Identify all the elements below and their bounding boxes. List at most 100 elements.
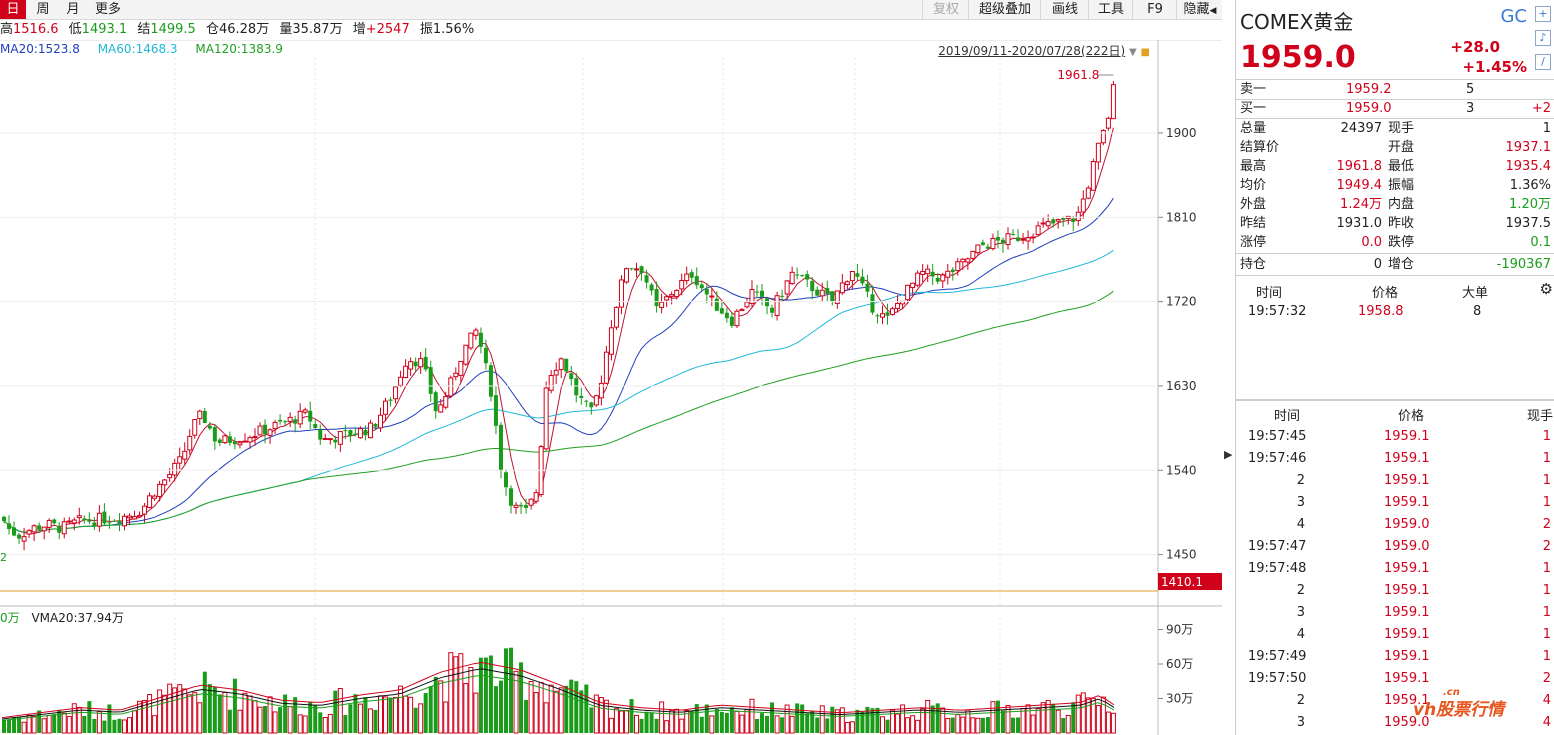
candle-body-down [729, 316, 734, 326]
candle-body-up [890, 308, 896, 315]
trade-size: 4 [1542, 715, 1551, 730]
trade-row: 19:57:47 1959.0 2 [1236, 536, 1554, 558]
draw-line-button[interactable]: 画线 [1040, 0, 1089, 19]
candle-body-up [327, 438, 333, 441]
adjust-button[interactable]: 复权 [922, 0, 969, 19]
volume-bar-down [373, 709, 378, 733]
candle-body-down [202, 410, 207, 424]
volume-bar-up [297, 714, 303, 734]
trades-time-header: 时间 [1274, 409, 1301, 424]
candle-body-down [318, 429, 323, 440]
volume-bar-up [533, 692, 539, 734]
trade-price: 1959.1 [1384, 473, 1430, 488]
oi-row: 持仓 0 增仓 -190367 [1236, 255, 1554, 274]
volume-bar-up [674, 708, 680, 734]
stat-label: 最高 [1240, 159, 1267, 174]
trade-time: 3 [1296, 715, 1305, 730]
ma120-label: MA120:1383.9 [195, 42, 283, 56]
trade-size: 1 [1542, 627, 1551, 642]
sell1-row[interactable]: 卖一 1959.2 5 [1236, 80, 1554, 99]
trade-size: 1 [1542, 495, 1551, 510]
candle-body-down [217, 439, 222, 443]
candle-body-up [618, 279, 624, 308]
stat-label: 内盘 [1388, 197, 1415, 212]
volume-field: 量35.87万 [279, 22, 343, 37]
volume-bar-down [704, 704, 709, 733]
stats-row: 外盘 1.24万 内盘 1.20万 [1236, 195, 1554, 214]
tools-button[interactable]: 工具 [1088, 0, 1133, 19]
volume-bar-up [322, 717, 328, 734]
settings-gear-icon[interactable]: ⚙ [1539, 280, 1553, 298]
sell1-price: 1959.2 [1346, 82, 1392, 97]
volume-bar-down [1011, 717, 1016, 733]
volume-bar-up [553, 690, 559, 734]
candle-body-down [478, 332, 483, 347]
stat-value: 0.1 [1530, 235, 1551, 250]
volume-bar-up [528, 681, 534, 734]
candle-body-up [267, 429, 273, 436]
volume-bar-up [890, 709, 896, 734]
candle-body-up [71, 519, 77, 524]
lock-icon[interactable]: ■ [1140, 47, 1150, 58]
bell-icon[interactable]: ♪ [1535, 30, 1551, 46]
candle-body-up [960, 258, 966, 263]
divider [1236, 79, 1554, 80]
volume-bar-down [353, 694, 358, 733]
volume-bar-up [895, 713, 901, 734]
volume-bar-down [985, 717, 990, 733]
candle-body-up [1020, 238, 1026, 241]
volume-bar-down [423, 693, 428, 733]
buy1-row[interactable]: 买一 1959.0 3 +2 [1236, 99, 1554, 118]
sell1-qty: 5 [1466, 82, 1475, 97]
candle-body-down [519, 504, 524, 507]
volume-bar-up [418, 703, 424, 734]
amplitude-field: 振1.56% [419, 22, 475, 37]
candle-body-up [157, 483, 163, 497]
volume-bar-up [242, 692, 248, 734]
candle-body-up [1100, 129, 1106, 144]
date-range-label[interactable]: 2019/09/11-2020/07/28(222日) ▼ ■ [938, 42, 1150, 59]
volume-bar-up [408, 696, 414, 734]
panel-toggle-arrow-icon[interactable]: ▶ [1224, 448, 1233, 461]
volume-bar-up [453, 656, 459, 734]
candle-body-up [844, 281, 850, 286]
period-day-tab[interactable]: 日 [0, 0, 26, 19]
stat-value: 1937.1 [1505, 140, 1552, 155]
candle-body-up [1035, 225, 1041, 236]
overlay-button[interactable]: 超级叠加 [968, 0, 1041, 19]
price-change-pct: +1.45% [1462, 58, 1527, 76]
stat-label: 总量 [1240, 121, 1267, 136]
candle-body-up [623, 268, 629, 283]
period-month-tab[interactable]: 月 [66, 2, 80, 17]
trade-time: 3 [1296, 495, 1305, 510]
candle-body-down [875, 315, 880, 317]
kline-svg[interactable]: 1961.8 1900 1810 1720 1630 1540 1450 1410.1 2 90… [0, 40, 1222, 735]
volume-bar-up [618, 710, 624, 734]
stat-value: 0.0 [1361, 235, 1382, 250]
candle-body-down [107, 522, 112, 524]
candle-body-up [453, 372, 459, 378]
volume-bar-up [749, 698, 755, 734]
kline-chart[interactable]: 1961.8 1900 1810 1720 1630 1540 1450 1410.1 2 90… [0, 40, 1222, 735]
trade-row: 4 1959.1 1 [1236, 624, 1554, 646]
volume-bar-down [980, 717, 985, 733]
volume-bar-up [21, 721, 27, 734]
hide-button[interactable]: 隐藏◀ [1176, 0, 1223, 19]
f9-button[interactable]: F9 [1132, 0, 1177, 19]
candle-body-up [192, 419, 198, 436]
stat-value: 1937.5 [1505, 216, 1552, 231]
volume-bar-down [283, 694, 288, 733]
volume-bar-down [589, 707, 594, 733]
hide-label: 隐藏 [1183, 2, 1210, 17]
candle-body-up [910, 282, 916, 289]
candle-body-up [955, 261, 961, 272]
volume-bar-down [504, 648, 508, 733]
add-icon[interactable]: + [1535, 6, 1551, 22]
dropdown-triangle-icon[interactable]: ▼ [1129, 47, 1137, 58]
stat-label: 开盘 [1388, 140, 1415, 155]
period-more-tab[interactable]: 更多 [94, 2, 121, 17]
period-week-tab[interactable]: 周 [36, 2, 50, 17]
candle-body-up [297, 410, 303, 425]
candle-body-up [222, 435, 228, 444]
edit-icon[interactable]: / [1535, 54, 1551, 70]
